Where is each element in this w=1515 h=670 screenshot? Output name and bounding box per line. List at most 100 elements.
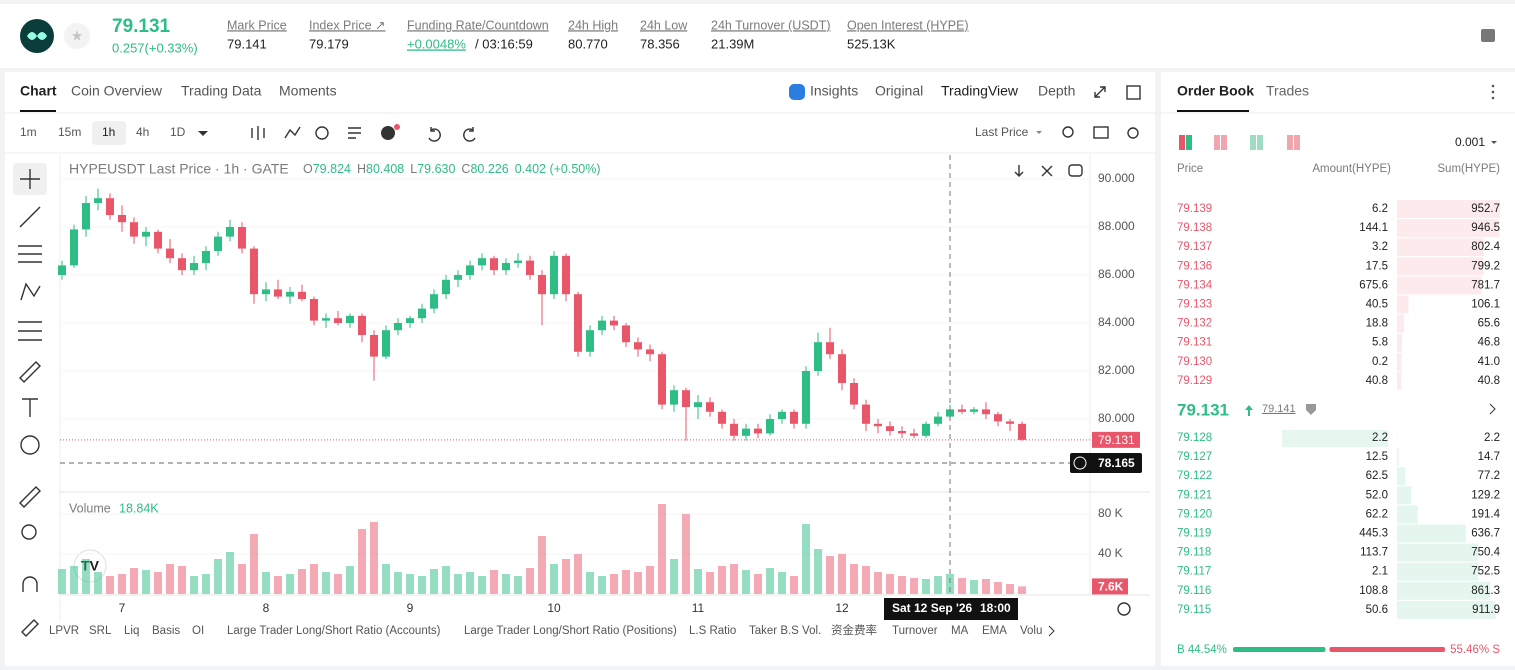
volume-bar xyxy=(1018,586,1026,594)
depth-bar xyxy=(1397,371,1402,390)
pencil-tool[interactable] xyxy=(21,619,39,637)
ob-sum: 40.8 xyxy=(1478,375,1500,387)
projection-tool[interactable] xyxy=(18,321,42,341)
volume-bar xyxy=(382,564,390,594)
indicator[interactable]: Liq xyxy=(124,625,139,637)
chevron[interactable] xyxy=(1489,403,1496,415)
price-type[interactable]: Last Price xyxy=(975,125,1029,139)
interval[interactable]: 1h xyxy=(102,125,115,139)
redo-icon[interactable] xyxy=(463,127,476,142)
indicator[interactable]: LPVR xyxy=(49,625,79,637)
view-tab[interactable]: Depth xyxy=(1038,83,1075,99)
add-icon[interactable] xyxy=(381,126,395,140)
interval-selected xyxy=(92,121,126,145)
indicator-icon[interactable] xyxy=(284,126,301,139)
zoom-tool[interactable] xyxy=(21,524,37,540)
ob-col: Amount(HYPE) xyxy=(1312,163,1391,175)
cross-price-tag xyxy=(1070,453,1142,474)
view-tab[interactable]: Insights xyxy=(810,83,858,99)
ob-price: 79.136 xyxy=(1177,260,1212,272)
indicator[interactable]: Large Trader Long/Short Ratio (Positions… xyxy=(464,625,677,637)
emoji-tool[interactable] xyxy=(20,435,40,455)
scale-settings[interactable] xyxy=(1117,602,1131,616)
star-icon[interactable]: ★ xyxy=(71,28,84,44)
fib-tool[interactable] xyxy=(18,245,42,263)
camera-icon[interactable] xyxy=(1093,126,1109,139)
ob-precision[interactable]: 0.001 xyxy=(1455,135,1485,149)
volume-bar xyxy=(94,572,102,594)
favorite-button[interactable] xyxy=(64,23,90,49)
layout-icon[interactable] xyxy=(1126,85,1141,100)
template-icon[interactable] xyxy=(348,127,361,139)
fullscreen-icon[interactable] xyxy=(1094,86,1106,98)
interval[interactable]: 1m xyxy=(20,125,37,139)
search-icon[interactable] xyxy=(1062,126,1074,138)
tab[interactable]: Moments xyxy=(279,83,337,99)
indicator[interactable]: EMA xyxy=(982,625,1007,637)
ob-tab[interactable]: Order Book xyxy=(1177,83,1254,99)
y-tick-label: 80.000 xyxy=(1098,411,1135,425)
volume-bar xyxy=(706,572,714,594)
ob-price: 79.131 xyxy=(1177,337,1212,349)
interval[interactable]: 1D xyxy=(170,125,186,139)
volume-bar xyxy=(814,549,822,594)
magnet-tool[interactable] xyxy=(22,576,38,592)
menu-dot[interactable] xyxy=(1491,84,1495,88)
ob-tab[interactable]: Trades xyxy=(1266,83,1309,99)
candle-body xyxy=(826,342,834,355)
indicator[interactable]: Taker B.S Vol. xyxy=(749,625,821,637)
view-tab[interactable]: Original xyxy=(875,83,923,99)
indicator[interactable]: Volu xyxy=(1020,625,1042,637)
crosshair-tool[interactable] xyxy=(20,169,40,189)
indicator[interactable]: Basis xyxy=(152,625,180,637)
candle-body xyxy=(370,335,378,357)
ob-amount: 113.7 xyxy=(1360,547,1388,559)
indicator[interactable]: Large Trader Long/Short Ratio (Accounts) xyxy=(227,625,441,637)
legend-value: 80.408 xyxy=(366,162,404,176)
ob-price: 79.139 xyxy=(1177,203,1212,215)
candle-body xyxy=(850,383,858,405)
notes-icon[interactable] xyxy=(1481,29,1495,42)
more-arrow[interactable] xyxy=(1048,625,1055,637)
tab[interactable]: Trading Data xyxy=(181,83,262,99)
ob-sum: 750.4 xyxy=(1471,547,1500,559)
view-tab[interactable]: TradingView xyxy=(941,83,1019,99)
indicator[interactable]: OI xyxy=(192,625,204,637)
download-icon[interactable] xyxy=(1014,165,1024,177)
settings-icon[interactable] xyxy=(1127,127,1139,139)
legend-value: 79.630 xyxy=(417,162,455,176)
brush-tool[interactable] xyxy=(19,361,41,383)
stat-label: Index Price ↗ xyxy=(309,18,385,32)
interval[interactable]: 4h xyxy=(136,125,149,139)
ruler-tool[interactable] xyxy=(19,486,41,508)
refresh-icon[interactable] xyxy=(1068,164,1083,177)
indicator[interactable]: 资金费率 xyxy=(831,623,877,637)
tab[interactable]: Chart xyxy=(20,83,57,99)
replay-icon[interactable] xyxy=(315,126,329,140)
indicator[interactable]: L.S Ratio xyxy=(689,625,736,637)
candle-body xyxy=(190,263,198,271)
precision-dropdown[interactable] xyxy=(1491,141,1497,144)
tab[interactable]: Coin Overview xyxy=(71,83,163,99)
undo-icon[interactable] xyxy=(428,127,441,142)
price-type-dropdown[interactable] xyxy=(1036,131,1042,134)
candle-body xyxy=(394,323,402,331)
cross-add[interactable] xyxy=(1073,456,1087,470)
collapse-icon[interactable] xyxy=(1041,165,1053,177)
interval[interactable]: 15m xyxy=(58,125,81,139)
ob-price: 79.122 xyxy=(1177,470,1212,482)
ob-view-icons[interactable] xyxy=(1179,135,1300,150)
text-tool[interactable] xyxy=(22,398,38,417)
menu-dot[interactable] xyxy=(1491,90,1495,94)
indicator[interactable]: Turnover xyxy=(892,625,938,637)
volume-bar xyxy=(850,564,858,594)
indicator[interactable]: SRL xyxy=(89,625,112,637)
candle-type-icon[interactable] xyxy=(251,126,265,140)
hover-row xyxy=(1282,430,1388,447)
indicator[interactable]: MA xyxy=(951,625,969,637)
pattern-tool[interactable] xyxy=(20,282,41,301)
menu-dot[interactable] xyxy=(1491,96,1495,100)
trendline-tool[interactable] xyxy=(19,206,41,228)
interval-dropdown[interactable] xyxy=(198,131,208,136)
